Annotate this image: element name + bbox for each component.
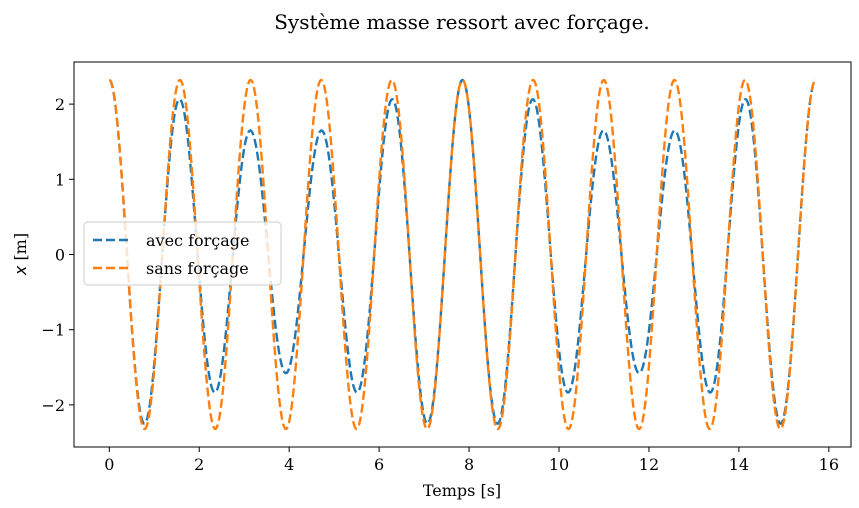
y-tick-label: 2 bbox=[55, 95, 65, 114]
y-axis: −2 −1 0 1 2 bbox=[41, 95, 74, 415]
y-tick-label: 1 bbox=[55, 170, 65, 189]
x-tick-label: 12 bbox=[639, 455, 659, 474]
x-tick-label: 0 bbox=[104, 455, 114, 474]
x-tick-label: 4 bbox=[284, 455, 294, 474]
y-tick-label: −1 bbox=[41, 321, 65, 340]
series-line-sans-forcage bbox=[108, 78, 817, 431]
x-tick-label: 16 bbox=[819, 455, 839, 474]
x-tick-label: 14 bbox=[729, 455, 749, 474]
y-tick-label: −2 bbox=[41, 396, 65, 415]
legend: avec forçage sans forçage bbox=[83, 221, 282, 286]
series-layer bbox=[108, 78, 817, 431]
legend-label-avec-forcage: avec forçage bbox=[146, 231, 250, 250]
x-tick-label: 2 bbox=[194, 455, 204, 474]
series-line-avec-forcage bbox=[108, 78, 817, 425]
x-tick-label: 10 bbox=[549, 455, 569, 474]
legend-box bbox=[83, 221, 282, 286]
chart-title: Système masse ressort avec forçage. bbox=[274, 10, 650, 34]
legend-label-sans-forcage: sans forçage bbox=[146, 259, 249, 278]
y-axis-label-unit: [m] bbox=[11, 233, 30, 266]
x-axis: 0 2 4 6 8 10 12 14 16 bbox=[104, 447, 839, 474]
x-tick-label: 6 bbox=[374, 455, 384, 474]
y-tick-label: 0 bbox=[55, 246, 65, 265]
y-axis-label-var: x bbox=[11, 265, 30, 276]
x-axis-label: Temps [s] bbox=[423, 481, 501, 500]
y-axis-label: x [m] bbox=[11, 233, 30, 276]
x-tick-label: 8 bbox=[464, 455, 474, 474]
